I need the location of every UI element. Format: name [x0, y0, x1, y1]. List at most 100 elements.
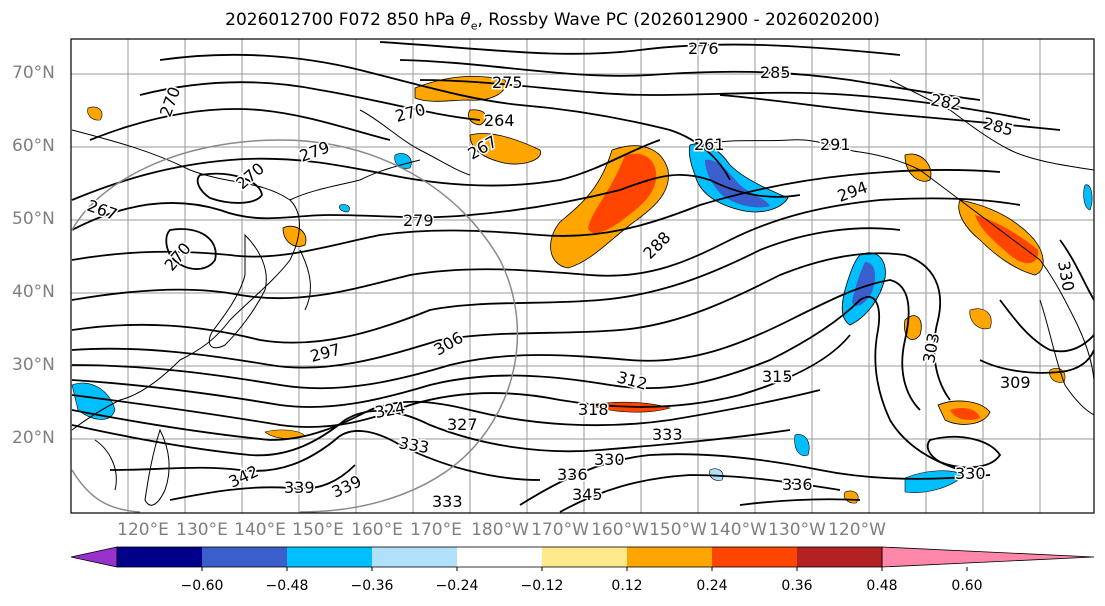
- colorbar-tick-label: −0.36: [350, 578, 394, 594]
- colorbar-segment: [457, 547, 542, 567]
- anomaly-patch: [950, 407, 980, 420]
- anomaly-patch: [975, 215, 1039, 264]
- colorbar-tick-label: −0.12: [520, 578, 564, 594]
- contour-label: 309: [1000, 373, 1031, 392]
- contour-line: [926, 436, 1002, 469]
- contour-line: [71, 334, 851, 428]
- anomaly-patch: [87, 106, 103, 121]
- contour-line: [89, 108, 391, 141]
- contour-line: [139, 81, 481, 121]
- contour-line: [169, 464, 356, 501]
- negative-anomaly-shading: [71, 143, 1093, 493]
- map-title: 2026012700 F072 850 hPa θe, Rossby Wave …: [0, 10, 1105, 32]
- anomaly-patch: [588, 153, 657, 234]
- reference-circles: [71, 139, 519, 513]
- latitude-label: 40°N: [12, 282, 55, 302]
- contour-line: [739, 498, 861, 506]
- contour-label: 276: [688, 39, 719, 58]
- contour-line: [1059, 239, 1094, 301]
- contour-line: [979, 349, 1094, 374]
- colorbar: [70, 546, 1095, 571]
- contour-label: 261: [694, 135, 725, 154]
- anomaly-patch: [71, 382, 116, 420]
- longitude-label: 170°E: [410, 520, 462, 540]
- anomaly-patch: [339, 204, 350, 213]
- colorbar-tick-label: −0.48: [265, 578, 309, 594]
- latitude-label: 30°N: [12, 355, 55, 375]
- positive-anomaly-shading: [87, 75, 1066, 504]
- contour-label: 330: [955, 464, 986, 483]
- contour-label: 333: [652, 425, 683, 444]
- map-frame: [70, 38, 1095, 514]
- anomaly-patch: [468, 109, 487, 126]
- contour-line: [71, 227, 901, 344]
- colorbar-tick-label: 0.60: [951, 578, 983, 594]
- contour-label: 315: [762, 367, 793, 386]
- title-suffix: , Rossby Wave PC (2026012900 - 202602020…: [477, 10, 880, 30]
- anomaly-patch: [852, 262, 876, 306]
- colorbar-tick-label: 0.48: [866, 578, 898, 594]
- longitude-label: 120°W: [828, 520, 886, 540]
- anomaly-patch: [688, 143, 789, 213]
- graticule: [71, 39, 1094, 513]
- contour-line: [559, 474, 841, 513]
- anomaly-patch: [904, 153, 932, 182]
- contour-line: [419, 79, 1031, 121]
- contour-label: 327: [447, 415, 478, 434]
- contour-label: 336: [557, 465, 588, 484]
- anomaly-patch: [1083, 184, 1093, 211]
- contour-label: 275: [492, 73, 523, 92]
- anomaly-patch: [794, 434, 810, 456]
- colorbar-segment: [287, 547, 372, 567]
- longitude-label: 120°E: [117, 520, 169, 540]
- colorbar-segment: [202, 547, 287, 567]
- contour-label: 285: [760, 63, 791, 82]
- longitude-label: 140°W: [709, 520, 767, 540]
- latitude-label: 20°N: [12, 428, 55, 448]
- coastlines: [71, 79, 1094, 506]
- longitude-label: 150°E: [292, 520, 344, 540]
- colorbar-segment: [542, 547, 627, 567]
- anomaly-patch: [969, 308, 992, 330]
- latitude-label: 50°N: [12, 209, 55, 229]
- contour-line: [999, 299, 1094, 353]
- contour-line: [71, 389, 821, 441]
- contour-line: [71, 173, 801, 231]
- colorbar-segment: [117, 547, 202, 567]
- contour-line: [71, 252, 951, 401]
- title-symbol: θ: [460, 10, 471, 30]
- contour-line: [71, 410, 791, 457]
- theta-e-contours: [71, 41, 1094, 513]
- longitude-label: 140°E: [234, 520, 286, 540]
- contour-line: [399, 59, 981, 101]
- contour-line: [719, 94, 1061, 131]
- longitude-label: 160°E: [351, 520, 403, 540]
- contour-line: [71, 139, 661, 201]
- contour-label: 336: [782, 475, 813, 494]
- colorbar-tick-label: 0.36: [781, 578, 813, 594]
- contour-label: 333: [432, 492, 463, 511]
- contour-label: 291: [820, 135, 851, 154]
- contour-label: 279: [403, 211, 434, 230]
- colorbar-segment: [627, 547, 712, 567]
- longitude-label: 130°W: [768, 520, 826, 540]
- contour-line: [71, 197, 1021, 301]
- contour-line: [71, 168, 1001, 261]
- colorbar-segment: [372, 547, 457, 567]
- contour-line: [519, 453, 991, 506]
- contour-line: [379, 41, 901, 56]
- anomaly-patch: [904, 470, 966, 493]
- longitude-label: 130°E: [176, 520, 228, 540]
- colorbar-tick-label: 0.12: [611, 578, 643, 594]
- longitude-label: 170°W: [531, 520, 589, 540]
- anomaly-patch: [282, 225, 307, 247]
- colorbar-segment: [797, 547, 882, 567]
- latitude-label: 60°N: [12, 136, 55, 156]
- longitude-label: 150°W: [649, 520, 707, 540]
- colorbar-tick-label: 0.24: [696, 578, 728, 594]
- contour-label: 339: [284, 478, 315, 497]
- colorbar-tick-label: −0.24: [435, 578, 479, 594]
- contour-line: [109, 430, 541, 481]
- title-prefix: 2026012700 F072 850 hPa: [225, 10, 455, 30]
